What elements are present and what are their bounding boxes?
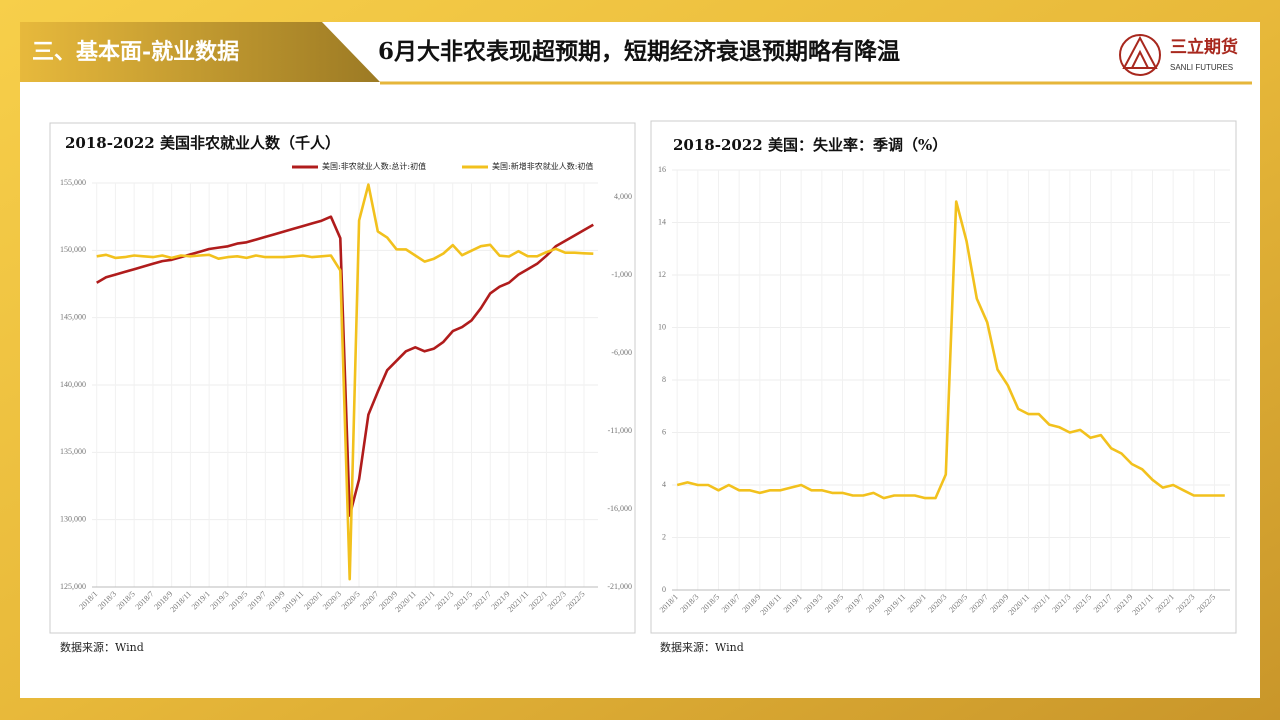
chart-title: 2018-2022 美国非农就业人数（千人） [65, 134, 340, 152]
y2-tick-label: -16,000 [607, 504, 632, 513]
y-tick-label: 145,000 [60, 312, 86, 321]
y2-tick-label: -21,000 [607, 582, 632, 591]
y-tick-label: 4 [662, 480, 666, 489]
headline: 6月大非农表现超预期，短期经济衰退预期略有降温 [378, 38, 900, 65]
y-tick-label: 10 [658, 322, 666, 331]
y-tick-label: 8 [662, 375, 666, 384]
y-tick-label: 2 [662, 532, 666, 541]
section-tab [20, 22, 380, 82]
y-tick-label: 150,000 [60, 245, 86, 254]
legend-label: 美国:新增非农就业人数:初值 [492, 161, 593, 171]
y-tick-label: 6 [662, 427, 666, 436]
y2-tick-label: -6,000 [611, 348, 632, 357]
y2-tick-label: 4,000 [614, 192, 632, 201]
y-tick-label: 135,000 [60, 447, 86, 456]
y2-tick-label: -1,000 [611, 270, 632, 279]
logo-mark [1122, 35, 1158, 69]
chart-title: 2018-2022 美国：失业率：季调（%） [673, 136, 947, 154]
section-title: 三、基本面-就业数据 [32, 39, 239, 65]
series-line [96, 183, 594, 581]
source-note: 数据来源：Wind [60, 640, 144, 654]
chart-frame [650, 120, 1237, 634]
y-tick-label: 14 [658, 217, 666, 226]
y-tick-label: 125,000 [60, 582, 86, 591]
y-tick-label: 140,000 [60, 380, 86, 389]
series-line [676, 200, 1225, 500]
legend-label: 美国:非农就业人数:总计:初值 [322, 161, 426, 171]
logo-sub: SANLI FUTURES [1170, 63, 1233, 72]
y-tick-label: 155,000 [60, 178, 86, 187]
series-line [96, 215, 594, 517]
y2-tick-label: -11,000 [608, 426, 632, 435]
y-tick-label: 130,000 [60, 514, 86, 523]
logo-name: 三立期货 [1170, 37, 1238, 58]
logo-ring [1119, 34, 1161, 76]
source-note: 数据来源：Wind [660, 640, 744, 654]
y-tick-label: 12 [658, 270, 666, 279]
logo: 三立期货 SANLI FUTURES [1119, 34, 1238, 76]
y-tick-label: 16 [658, 165, 666, 174]
y-tick-label: 0 [662, 585, 666, 594]
